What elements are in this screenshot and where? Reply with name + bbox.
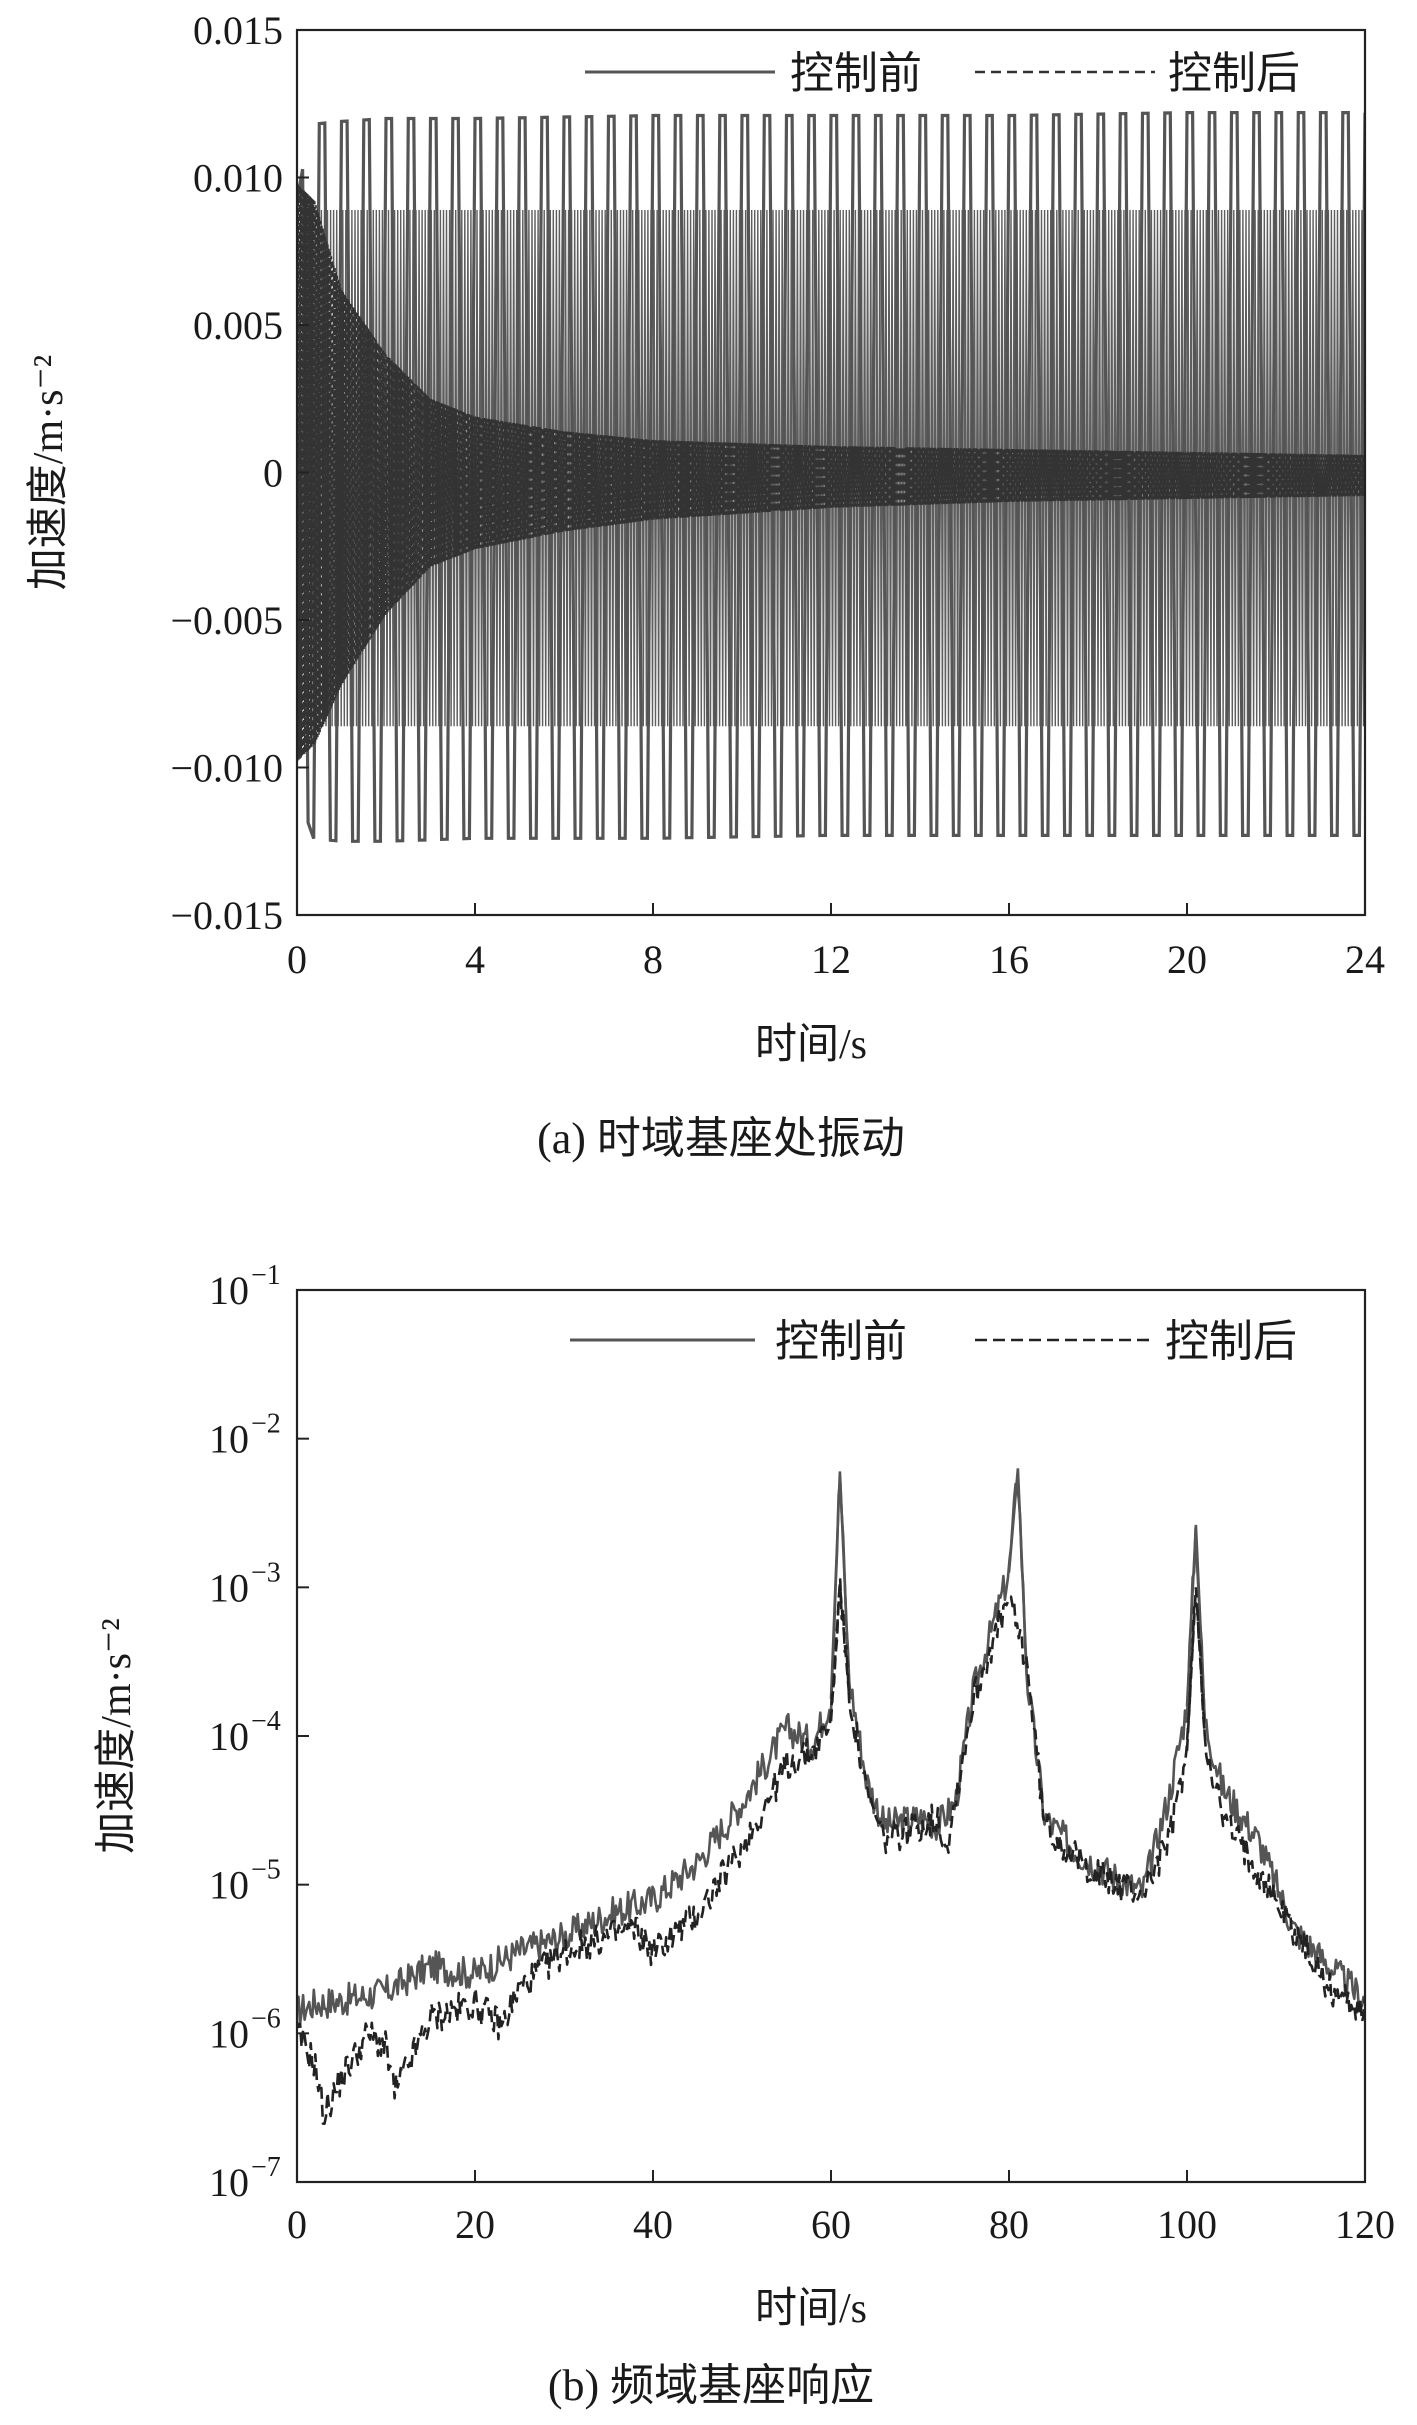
y-tick-label: −0.010	[170, 746, 283, 791]
x-tick-label: 0	[287, 937, 307, 982]
series-control-after	[297, 1578, 1365, 2125]
y-tick-exponent: −6	[251, 2003, 281, 2034]
series-control-before-peak	[1185, 1524, 1207, 1722]
legend-label-after: 控制后	[1168, 49, 1300, 98]
y-tick-exponent: −2	[251, 1409, 281, 1440]
y-tick-exponent: −7	[251, 2152, 281, 2183]
series-control-after-peak	[829, 1584, 851, 1722]
series-control-before-band	[297, 209, 1365, 727]
chart-caption: (a) 时域基座处振动	[537, 1114, 905, 1163]
y-tick-label: 10	[209, 2160, 249, 2205]
x-tick-label: 60	[811, 2202, 851, 2247]
y-tick-label: 10	[209, 1268, 249, 1313]
y-tick-exponent: −1	[251, 1260, 281, 1291]
legend: 控制前 控制后	[560, 1305, 1355, 1375]
series-control-before-peak	[1007, 1468, 1029, 1677]
x-tick-label: 20	[455, 2202, 495, 2247]
x-tick-label: 24	[1345, 937, 1385, 982]
x-tick-label: 80	[989, 2202, 1029, 2247]
y-tick-label: 0.010	[193, 156, 283, 201]
x-tick-label: 4	[465, 937, 485, 982]
series-control-before	[297, 111, 1365, 843]
legend-background	[575, 38, 1355, 110]
y-tick-label: 0	[263, 451, 283, 496]
x-tick-label: 100	[1157, 2202, 1217, 2247]
y-tick-exponent: −5	[251, 1855, 281, 1886]
y-tick-label: 10	[209, 1863, 249, 1908]
y-tick-label: 10	[209, 1417, 249, 1462]
series-control-before-peak	[829, 1471, 851, 1699]
y-axis-label: 加速度/m·s⁻²	[26, 355, 72, 590]
y-tick-label: 0.005	[193, 303, 283, 348]
y-tick-exponent: −3	[251, 1557, 281, 1588]
legend-label-after: 控制后	[1165, 1317, 1297, 1366]
y-tick-label: 10	[209, 2011, 249, 2056]
x-axis-label: 时间/s	[755, 1022, 867, 1068]
y-tick-label: 10	[209, 1714, 249, 1759]
legend-label-before: 控制前	[790, 49, 922, 98]
y-tick-label: 10	[209, 1565, 249, 1610]
plot-area	[297, 1468, 1365, 2125]
x-tick-label: 40	[633, 2202, 673, 2247]
chart-caption: (b) 频域基座响应	[548, 2361, 874, 2410]
chart-time-domain: −0.015 −0.010 −0.005 0 0.005 0.010 0.015 0 4 8 12 1…	[26, 8, 1385, 1163]
series-control-after-peak	[1185, 1587, 1207, 1751]
x-tick-label: 0	[287, 2202, 307, 2247]
x-tick-label: 16	[989, 937, 1029, 982]
x-tick-label: 120	[1335, 2202, 1395, 2247]
legend-label-before: 控制前	[775, 1317, 907, 1366]
legend: 控制前 控制后	[575, 38, 1355, 110]
y-axis-label: 加速度/m·s⁻²	[94, 1618, 140, 1853]
y-tick-exponent: −4	[251, 1706, 281, 1737]
chart-frequency-domain: 10 −710 −610 −510 −410 −310 −210 −10 20 40 60 80 100…	[94, 1260, 1395, 2410]
x-axis-label: 时间/s	[755, 2286, 867, 2332]
y-tick-label: 0.015	[193, 8, 283, 53]
x-tick-label: 20	[1167, 937, 1207, 982]
series-control-before	[297, 1478, 1365, 2026]
x-tick-label: 8	[643, 937, 663, 982]
y-tick-label: −0.015	[170, 893, 283, 938]
series-control-after	[297, 183, 1365, 762]
plot-area	[297, 111, 1365, 843]
y-tick-label: −0.005	[170, 598, 283, 643]
x-tick-label: 12	[811, 937, 851, 982]
